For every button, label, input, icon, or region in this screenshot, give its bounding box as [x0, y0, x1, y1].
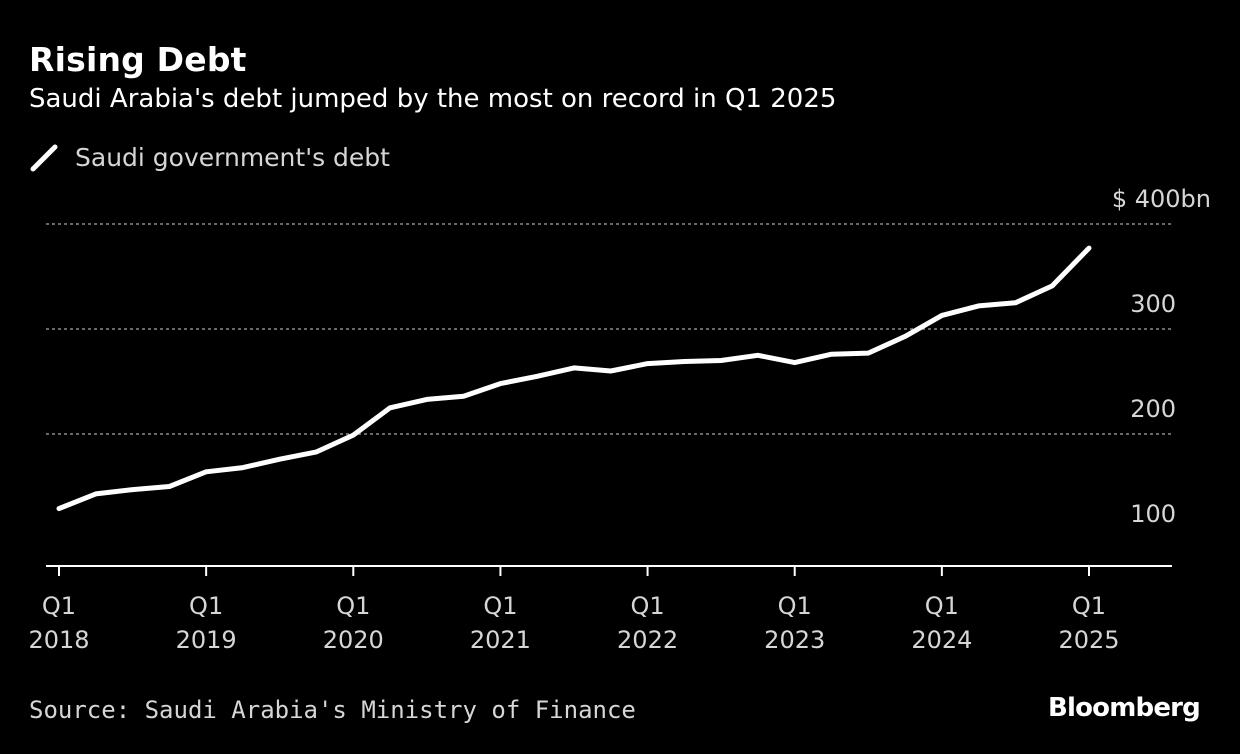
y-tick-label-200: 200	[1130, 395, 1176, 423]
x-tick-quarter-2025: Q1	[1072, 592, 1106, 620]
x-tick-year-2022: 2022	[617, 626, 678, 654]
x-tick-year-2020: 2020	[323, 626, 384, 654]
x-tick-quarter-2020: Q1	[336, 592, 370, 620]
y-tick-label-100: 100	[1130, 500, 1176, 528]
x-tick-year-2018: 2018	[28, 626, 89, 654]
x-tick-year-2021: 2021	[470, 626, 531, 654]
legend: Saudi government's debt	[29, 140, 390, 174]
legend-label: Saudi government's debt	[75, 142, 390, 172]
x-tick-quarter-2022: Q1	[630, 592, 664, 620]
legend-line-swatch	[30, 144, 58, 172]
axis-layer	[46, 565, 1172, 576]
series-layer	[56, 245, 1092, 512]
y-tick-label-300: 300	[1130, 290, 1176, 318]
x-tick-quarter-2018: Q1	[42, 592, 76, 620]
bloomberg-logo: Bloomberg	[1047, 693, 1201, 723]
y-tick-labels: 100 200 300 $ 400bn	[1112, 185, 1211, 528]
x-tick-quarter-2024: Q1	[925, 592, 959, 620]
x-tick-labels: Q1 2018 Q1 2019 Q1 2020 Q1 2021 Q1 2022 Q1 2023 Q1 20…	[28, 592, 1119, 654]
x-tick-year-2023: 2023	[764, 626, 825, 654]
series-line-saudi-debt	[56, 245, 1092, 512]
x-tick-quarter-2023: Q1	[778, 592, 812, 620]
chart-title: Rising Debt	[29, 40, 247, 79]
grid-layer	[46, 223, 1172, 435]
x-tick-year-2019: 2019	[176, 626, 237, 654]
y-tick-label-400: $ 400bn	[1112, 185, 1211, 213]
x-tick-year-2025: 2025	[1058, 626, 1119, 654]
source-note: Source: Saudi Arabia's Ministry of Finan…	[29, 696, 636, 724]
x-tick-quarter-2021: Q1	[483, 592, 517, 620]
chart-subtitle: Saudi Arabia's debt jumped by the most o…	[29, 84, 837, 114]
x-tick-year-2024: 2024	[911, 626, 972, 654]
x-tick-quarter-2019: Q1	[189, 592, 223, 620]
